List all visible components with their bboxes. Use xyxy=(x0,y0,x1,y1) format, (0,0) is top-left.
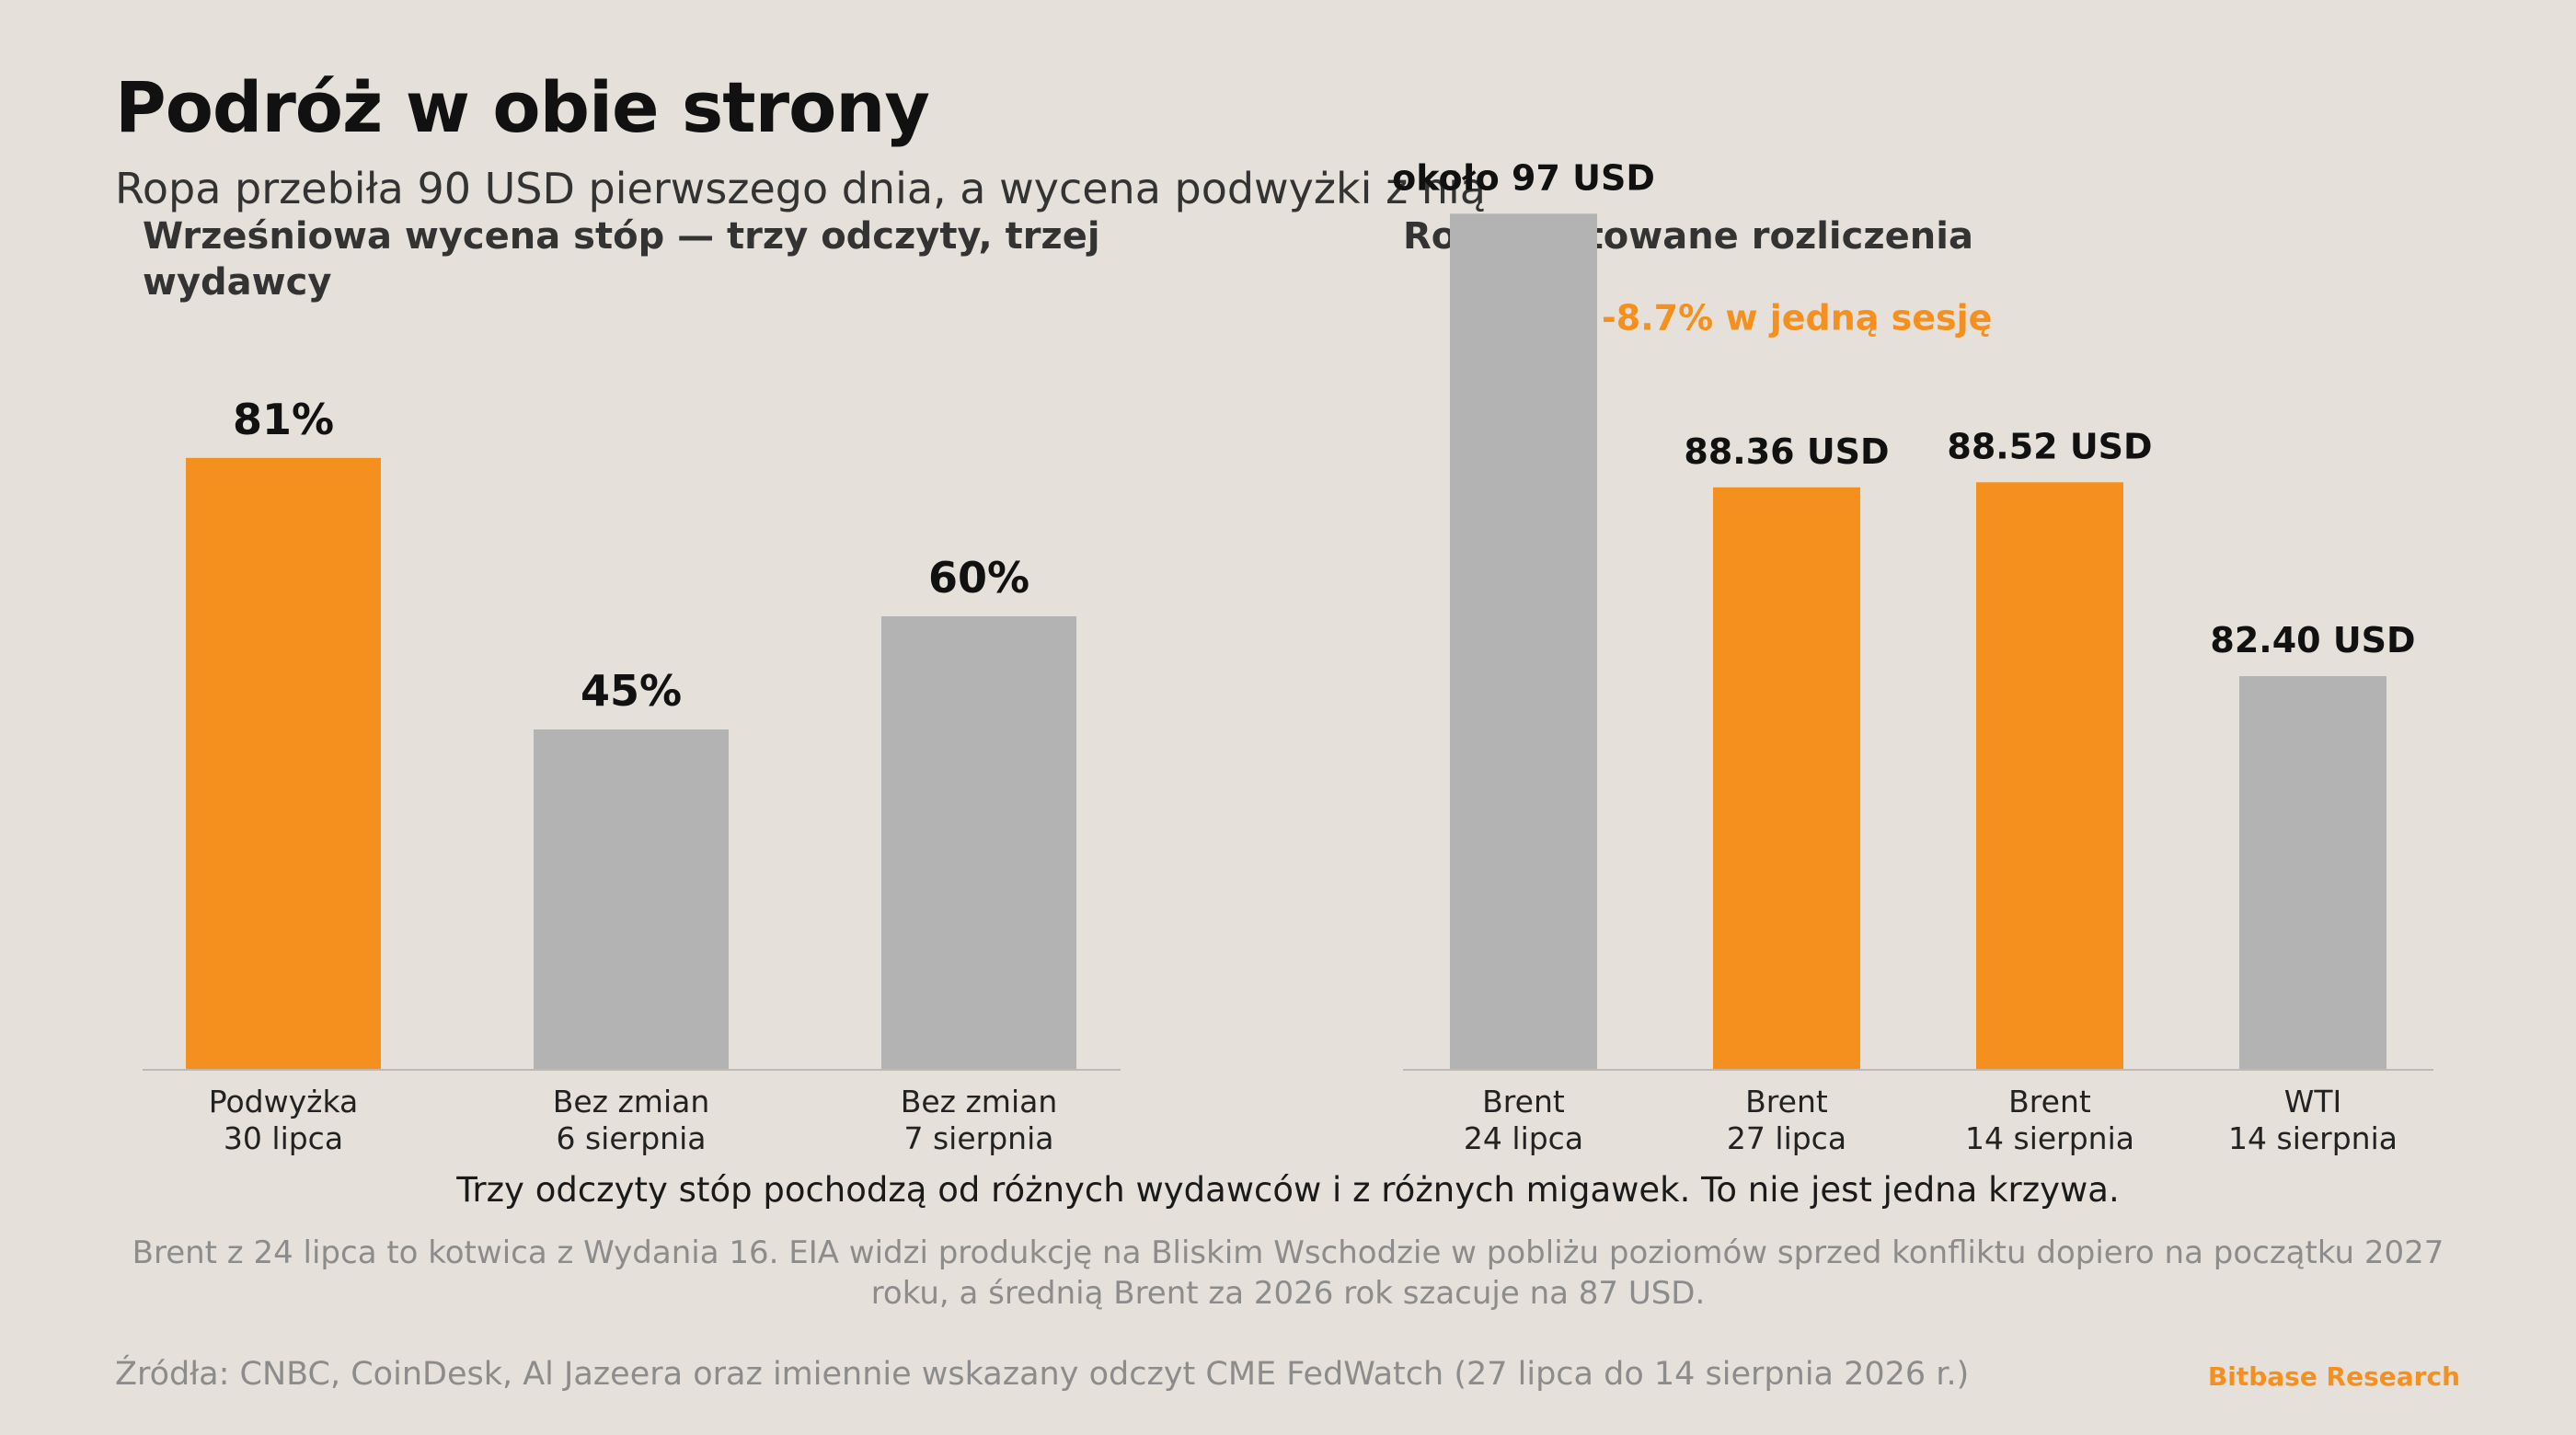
category-label: Bez zmian 7 sierpnia xyxy=(901,1084,1058,1156)
bar xyxy=(1976,482,2123,1069)
left-chart: 81% Podwyżka 30 lipca 45% Bez zmian 6 sierpni… xyxy=(143,395,1121,1156)
bar-value-label: 81% xyxy=(233,395,334,444)
category-label: Bez zmian 6 sierpnia xyxy=(553,1084,710,1156)
bar xyxy=(1713,487,1860,1069)
left-chart-title: Wrześniowa wycena stóp — trzy odczyty, t… xyxy=(143,215,1100,304)
bar-value-label: około 97 USD xyxy=(1392,157,1655,198)
category-label: WTI 14 sierpnia xyxy=(2228,1084,2398,1156)
bar-value-label: 88.36 USD xyxy=(1684,431,1889,472)
category-label: Brent 24 lipca xyxy=(1464,1084,1583,1156)
bar-value-label: 88.52 USD xyxy=(1947,426,2152,466)
page-title: Podróż w obie strony xyxy=(115,66,930,148)
category-label: Brent 27 lipca xyxy=(1727,1084,1846,1156)
bar xyxy=(534,729,729,1069)
bar-value-label: 82.40 USD xyxy=(2210,620,2415,660)
bar xyxy=(1450,213,1597,1070)
sources-line: Źródła: CNBC, CoinDesk, Al Jazeera oraz … xyxy=(115,1356,1970,1393)
chart-note: Trzy odczyty stóp pochodzą od różnych wy… xyxy=(456,1170,2120,1210)
category-label: Brent 14 sierpnia xyxy=(1965,1084,2134,1156)
brand-logo-text: Bitbase Research xyxy=(2207,1361,2460,1392)
page-subtitle: Ropa przebiła 90 USD pierwszego dnia, a … xyxy=(115,164,1486,213)
drop-annotation: -8.7% w jedną sesję xyxy=(1602,297,1992,338)
bar xyxy=(186,457,381,1069)
footnote: Brent z 24 lipca to kotwica z Wydania 16… xyxy=(132,1234,2444,1312)
bar-value-label: 60% xyxy=(928,553,1029,603)
bar-value-label: 45% xyxy=(581,666,682,716)
bar xyxy=(2239,676,2386,1069)
right-chart: około 97 USD Brent 24 lipca 88.36 USD Brent 2… xyxy=(1392,157,2433,1156)
category-label: Podwyżka 30 lipca xyxy=(209,1084,358,1156)
bar xyxy=(881,616,1076,1069)
